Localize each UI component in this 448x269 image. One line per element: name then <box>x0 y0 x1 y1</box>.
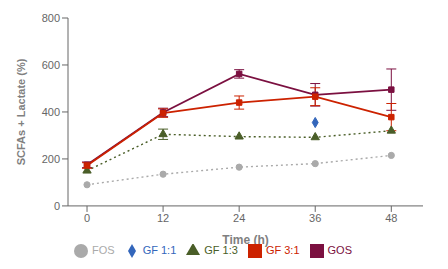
svg-text:Time (h): Time (h) <box>222 233 268 247</box>
svg-text:0: 0 <box>54 200 60 212</box>
svg-text:36: 36 <box>309 212 321 224</box>
html-text:FOS: FOS <box>92 243 115 256</box>
html-text:GF 3:1: GF 3:1 <box>265 243 300 256</box>
html-text:GF 1:3: GF 1:3 <box>204 243 238 256</box>
svg-text:24: 24 <box>233 212 245 224</box>
svg-text:48: 48 <box>385 212 397 224</box>
svg-text:600: 600 <box>42 59 60 71</box>
svg-text:0: 0 <box>84 212 90 224</box>
html-text:GOS: GOS <box>327 243 352 256</box>
svg-text:400: 400 <box>42 106 60 118</box>
html-text:GF 1:1: GF 1:1 <box>142 243 177 256</box>
svg-text:200: 200 <box>42 153 60 165</box>
svg-text:12: 12 <box>157 212 169 224</box>
svg-text:SCFAs + Lactate (%): SCFAs + Lactate (%) <box>15 58 27 165</box>
svg-text:800: 800 <box>42 12 60 24</box>
